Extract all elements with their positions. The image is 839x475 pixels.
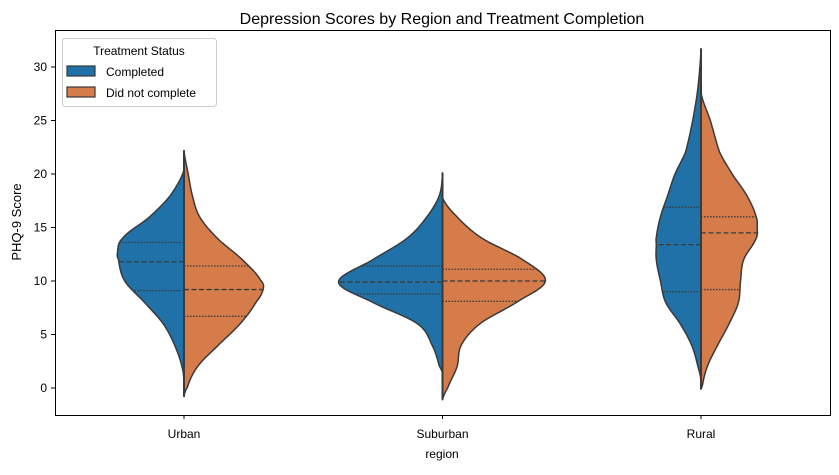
- legend-box: [62, 38, 217, 107]
- y-axis-label: PHQ-9 Score: [9, 183, 24, 260]
- violins-layer: [116, 48, 759, 401]
- y-tick-label: 25: [34, 114, 48, 128]
- x-axis-label: region: [425, 447, 458, 461]
- violin-suburban-completed: [337, 172, 444, 374]
- legend: Treatment Status Completed Did not compl…: [62, 38, 217, 107]
- y-tick-label: 15: [34, 221, 48, 235]
- y-tick-label: 30: [34, 60, 48, 74]
- violin-rural-did-not-complete: [700, 91, 759, 390]
- y-tick-label: 20: [34, 167, 48, 181]
- x-tick-label-rural: Rural: [687, 427, 716, 441]
- chart-title: Depression Scores by Region and Treatmen…: [240, 11, 645, 28]
- x-tick-label-urban: Urban: [168, 427, 201, 441]
- y-tick-label: 5: [40, 328, 47, 342]
- y-axis: 0 5 10 15 20 25 30: [34, 60, 55, 395]
- violin-suburban-did-not-complete: [441, 196, 547, 401]
- violin-urban-completed: [116, 168, 185, 383]
- legend-title: Treatment Status: [93, 44, 185, 58]
- x-tick-label-suburban: Suburban: [416, 427, 468, 441]
- legend-swatch-did-not-complete: [66, 86, 96, 98]
- violin-rural-completed: [655, 48, 702, 382]
- violin-urban-did-not-complete: [183, 149, 265, 398]
- x-axis: Urban Suburban Rural: [168, 415, 716, 441]
- legend-swatch-completed: [66, 65, 96, 77]
- y-tick-label: 0: [40, 381, 47, 395]
- legend-label-did-not-complete: Did not complete: [106, 86, 196, 100]
- y-tick-label: 10: [34, 274, 48, 288]
- legend-label-completed: Completed: [106, 65, 164, 79]
